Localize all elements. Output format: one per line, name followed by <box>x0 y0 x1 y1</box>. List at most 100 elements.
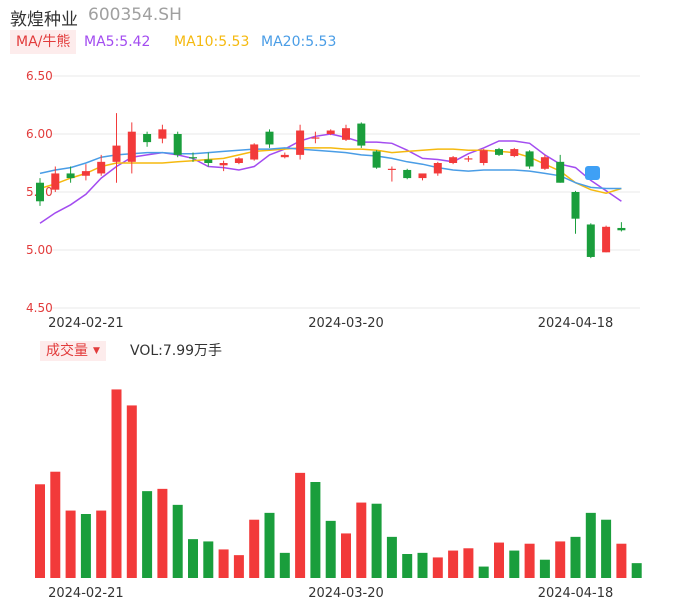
candle-body <box>372 151 381 168</box>
candle-body <box>219 163 228 166</box>
price-chart[interactable]: 6.506.005.505.004.502024-02-212024-03-20… <box>0 0 686 340</box>
candle-body <box>617 227 626 231</box>
candle-body <box>387 168 396 170</box>
candle <box>97 154 106 176</box>
candle <box>250 143 259 161</box>
candle <box>127 122 136 174</box>
volume-bar <box>325 520 336 578</box>
candle-body <box>540 157 549 169</box>
volume-bar <box>233 555 244 578</box>
volume-bar <box>417 552 428 578</box>
candle-body <box>189 157 197 159</box>
candle <box>387 166 396 182</box>
ma20-line <box>39 147 622 190</box>
candle-body <box>326 130 335 134</box>
candle-body <box>357 123 366 146</box>
volume-bar <box>96 510 107 578</box>
x-tick-label: 2024-02-21 <box>48 586 124 601</box>
volume-bar <box>65 510 76 578</box>
candle-body <box>525 151 534 167</box>
volume-bar <box>524 543 535 578</box>
candle-body <box>112 145 121 162</box>
candle <box>81 164 90 181</box>
volume-bar <box>264 512 275 578</box>
candle <box>525 150 534 169</box>
candle <box>219 160 228 172</box>
candle <box>617 222 626 232</box>
volume-label: 成交量 <box>46 343 88 359</box>
volume-bar <box>432 557 443 578</box>
volume-bar <box>402 554 413 578</box>
candle <box>571 190 580 234</box>
candle <box>342 124 350 141</box>
volume-bar <box>478 566 489 578</box>
candle-body <box>510 149 519 157</box>
ma10-line <box>39 147 622 194</box>
y-tick-label: 5.00 <box>26 243 53 257</box>
volume-bar <box>50 471 61 578</box>
candle-body <box>479 150 488 163</box>
candle <box>326 129 335 136</box>
volume-bar <box>126 405 137 578</box>
volume-bar <box>371 503 382 578</box>
volume-bar <box>310 482 321 578</box>
candle-body <box>280 154 289 158</box>
candle <box>556 154 565 183</box>
candle <box>403 168 412 180</box>
volume-bar <box>616 543 627 578</box>
candle-body <box>433 163 442 174</box>
candle-body <box>571 192 580 219</box>
price-marker-icon <box>585 166 600 180</box>
volume-bar <box>111 389 122 578</box>
candle <box>280 152 289 159</box>
candle-body <box>158 129 167 139</box>
candle <box>586 223 595 259</box>
stock-name: 敦煌种业 <box>10 10 78 30</box>
volume-bar <box>509 550 520 578</box>
volume-bar <box>279 552 290 578</box>
x-tick-label: 2024-04-18 <box>538 316 614 331</box>
volume-bar <box>631 563 642 578</box>
stock-code: 600354.SH <box>88 5 182 25</box>
volume-indicator-dropdown[interactable]: 成交量 ▼ <box>40 341 106 361</box>
volume-bar <box>539 559 550 578</box>
candle <box>173 131 182 158</box>
ma-indicator-button[interactable]: MA/牛熊 <box>10 30 77 54</box>
volume-bar <box>203 541 214 578</box>
x-tick-label: 2024-03-20 <box>308 586 384 601</box>
candle <box>189 152 197 162</box>
candle <box>51 166 60 192</box>
candle-body <box>66 173 75 179</box>
volume-bar <box>80 514 91 578</box>
candle-body <box>495 149 503 155</box>
candle-body <box>311 137 320 139</box>
volume-bar <box>142 491 153 578</box>
volume-bar <box>356 502 367 578</box>
candle <box>265 129 274 148</box>
volume-bar <box>295 472 306 578</box>
volume-bar <box>35 484 45 578</box>
volume-bar <box>463 548 474 578</box>
y-tick-label: 4.50 <box>26 301 53 315</box>
candle-body <box>602 226 611 253</box>
volume-bar <box>386 536 397 578</box>
candle-body <box>265 131 274 145</box>
candle-body <box>234 158 243 163</box>
volume-bar <box>218 549 229 578</box>
volume-bar <box>172 504 183 578</box>
candle <box>296 124 305 160</box>
volume-bar <box>494 542 504 578</box>
candle-body <box>51 173 60 190</box>
candle-body <box>418 173 427 179</box>
candle <box>602 225 611 253</box>
candle <box>510 147 519 158</box>
candle-body <box>464 158 473 160</box>
volume-bar <box>341 533 351 578</box>
candle-body <box>556 161 565 183</box>
candle-body <box>403 169 412 179</box>
volume-bar <box>570 536 581 578</box>
ma5-value: MA5:5.42 <box>84 34 151 50</box>
candle <box>158 124 167 144</box>
ma10-value: MA10:5.53 <box>174 34 250 50</box>
volume-bar <box>249 519 260 578</box>
